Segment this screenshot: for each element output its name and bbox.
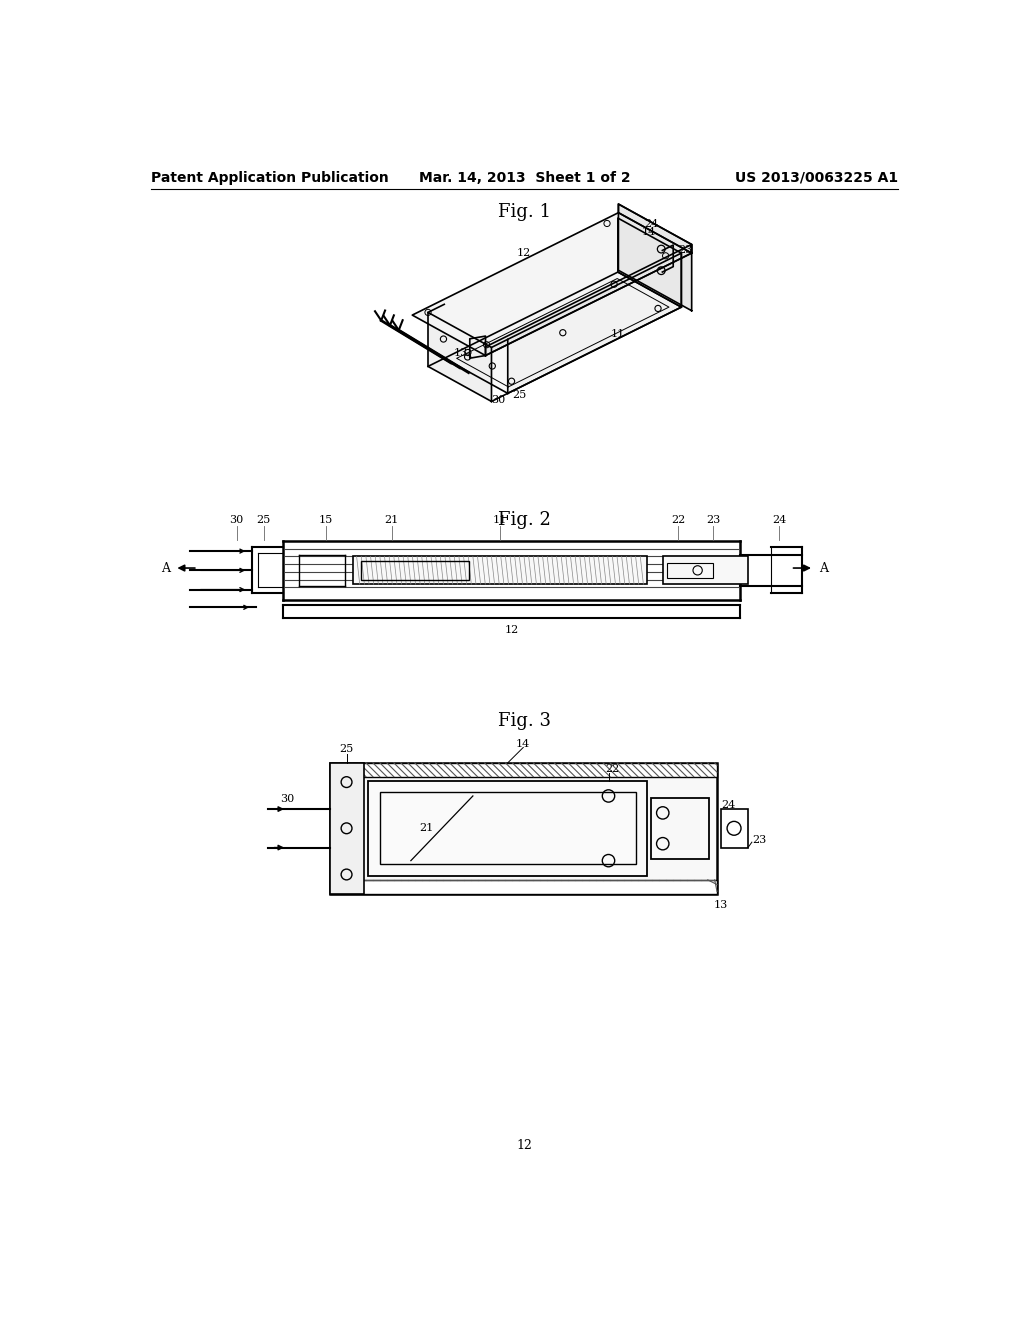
Polygon shape: [617, 218, 681, 308]
Text: 22: 22: [605, 764, 620, 774]
Text: Fig. 1: Fig. 1: [499, 203, 551, 222]
Text: 21: 21: [384, 515, 398, 525]
Bar: [352, 557, 647, 585]
Bar: [330, 763, 717, 894]
Text: 12: 12: [517, 248, 530, 257]
Text: 24: 24: [722, 800, 736, 810]
Bar: [667, 562, 713, 578]
Polygon shape: [444, 272, 681, 393]
Text: Patent Application Publication: Patent Application Publication: [152, 170, 389, 185]
Text: 12: 12: [505, 624, 519, 635]
Text: 13: 13: [714, 900, 728, 911]
Bar: [721, 809, 748, 847]
Text: 22: 22: [671, 515, 685, 525]
Text: Fig. 2: Fig. 2: [499, 511, 551, 529]
Text: 13: 13: [454, 348, 468, 359]
Polygon shape: [618, 205, 691, 310]
Bar: [651, 797, 710, 859]
Text: 25: 25: [339, 744, 353, 754]
Text: 24: 24: [772, 515, 786, 525]
Text: 23: 23: [706, 515, 720, 525]
Text: 12: 12: [517, 1139, 532, 1152]
Text: US 2013/0063225 A1: US 2013/0063225 A1: [735, 170, 898, 185]
Polygon shape: [413, 213, 691, 355]
Bar: [330, 763, 717, 776]
Polygon shape: [428, 313, 492, 401]
Text: 30: 30: [492, 395, 505, 405]
Text: 25: 25: [256, 515, 270, 525]
Bar: [369, 780, 647, 876]
Text: 11: 11: [493, 515, 507, 525]
Text: 23: 23: [678, 246, 692, 255]
Bar: [330, 880, 717, 894]
Polygon shape: [485, 244, 691, 355]
Text: Fig. 3: Fig. 3: [499, 711, 551, 730]
Text: 14: 14: [516, 739, 530, 748]
Text: 15: 15: [318, 515, 333, 525]
Text: 11: 11: [611, 329, 625, 339]
Text: 24: 24: [644, 219, 658, 230]
Text: Mar. 14, 2013  Sheet 1 of 2: Mar. 14, 2013 Sheet 1 of 2: [419, 170, 631, 185]
Text: 30: 30: [229, 515, 244, 525]
Text: 30: 30: [280, 795, 294, 804]
Text: 21: 21: [419, 824, 433, 833]
Polygon shape: [618, 205, 691, 253]
Text: 25: 25: [512, 391, 526, 400]
Bar: [380, 792, 636, 865]
Text: 23: 23: [753, 834, 767, 845]
Text: 14: 14: [641, 227, 655, 236]
Text: A: A: [818, 561, 827, 574]
Polygon shape: [470, 337, 485, 358]
Bar: [663, 557, 748, 585]
Text: A: A: [161, 561, 170, 574]
Polygon shape: [508, 253, 681, 393]
Bar: [360, 561, 469, 579]
Bar: [330, 763, 365, 894]
